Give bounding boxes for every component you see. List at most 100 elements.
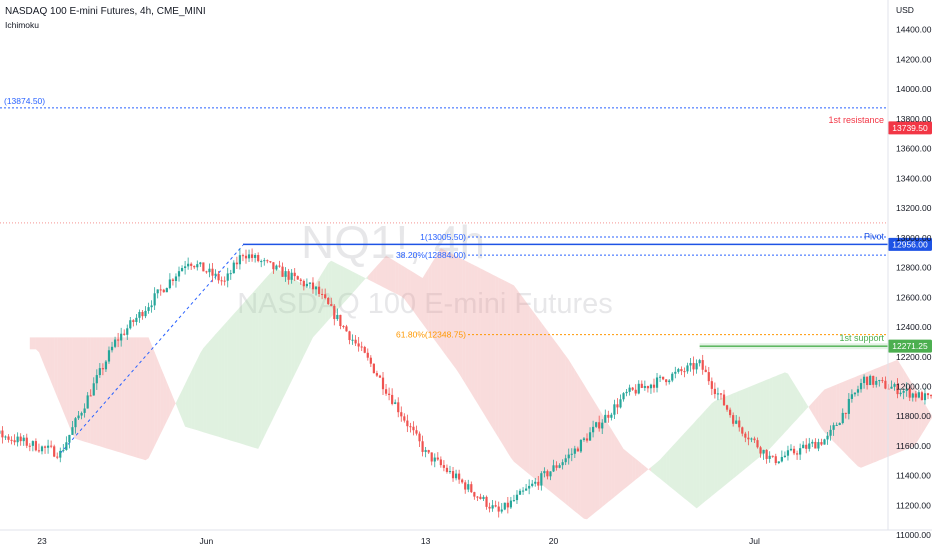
cloud-segment [456, 256, 460, 374]
candle-body [582, 438, 586, 440]
candle-body [7, 436, 10, 440]
cloud-segment [523, 297, 527, 472]
price-axis[interactable]: 11000.00 11200.00 11400.00 11600.00 11800.00… [896, 25, 932, 540]
cloud-segment [739, 389, 743, 474]
cloud-segment [179, 390, 183, 420]
candle-body [747, 437, 750, 440]
candle-body [783, 455, 787, 457]
candle-body [123, 333, 126, 335]
cloud-segment [806, 403, 810, 410]
cloud-segment [313, 282, 316, 338]
candle-body [287, 271, 290, 280]
candle-body [725, 405, 729, 410]
candle-body [43, 446, 47, 448]
cloud-segment [255, 286, 259, 449]
cloud-segment [63, 337, 67, 420]
cloud-segment [784, 372, 788, 433]
cloud-segment [249, 293, 253, 448]
cloud-segment [410, 270, 414, 312]
cloud-segment [236, 307, 240, 444]
cloud-segment [29, 337, 33, 350]
candle-body [601, 422, 604, 429]
indicator-label[interactable]: Ichimoku [5, 20, 39, 30]
candle-body [208, 268, 211, 273]
cloud-segment [766, 378, 770, 452]
cloud-segment [599, 409, 603, 510]
cloud-segment [261, 279, 265, 443]
candle-body [433, 457, 436, 462]
cloud-segment [389, 257, 393, 292]
cloud-segment [879, 365, 883, 461]
chart-title: NASDAQ 100 E-mini Futures, 4h, CME_MINI [5, 6, 206, 17]
candle-body [299, 279, 302, 281]
candle-body [741, 427, 744, 434]
cloud-segment [568, 359, 572, 509]
cloud-segment [644, 466, 648, 473]
cloud-segment [553, 339, 557, 497]
candle-body [25, 437, 28, 446]
candle-body [101, 368, 104, 370]
cloud-segment [309, 287, 313, 344]
level-name: 1st resistance [828, 115, 884, 125]
candle-body [126, 328, 129, 335]
cloud-segment [788, 373, 791, 430]
watermark-symbol: NQ1!, 4h [301, 216, 485, 268]
candle-body [677, 369, 680, 372]
candle-body [555, 465, 558, 468]
cloud-segment [751, 384, 755, 464]
candle-body [579, 439, 583, 452]
time-axis[interactable]: 23Jun1320Jul111825Aug81522Sep [37, 536, 932, 546]
watermark-name: NASDAQ 100 E-mini Futures [237, 288, 613, 320]
cloud-segment [873, 368, 877, 463]
cloud-segment [687, 426, 691, 504]
cloud-segment [66, 337, 70, 427]
price-tick-label: 12200.00 [896, 352, 932, 362]
candle-body [263, 260, 266, 262]
candle-body [357, 343, 360, 347]
candle-body [427, 450, 430, 453]
cloud-segment [477, 266, 481, 409]
cloud-segment [721, 397, 724, 489]
candle-body [829, 429, 832, 436]
candle-body [467, 484, 470, 490]
candle-body [53, 446, 56, 457]
cloud-segment [422, 273, 426, 328]
cloud-segment [233, 310, 237, 443]
candle-body [436, 457, 439, 460]
cloud-segment [650, 464, 654, 474]
price-tick-label: 12000.00 [896, 381, 932, 391]
candle-body [330, 304, 333, 306]
cloud-segment [775, 374, 779, 443]
candle-body [65, 442, 68, 450]
candle-body [92, 383, 95, 396]
candle-body [406, 420, 409, 427]
candle-body [281, 266, 284, 277]
cloud-segment [331, 260, 335, 317]
candle-body [1, 430, 4, 438]
candle-body [260, 261, 263, 263]
candle-body [543, 471, 546, 474]
cloud-segment [921, 399, 925, 435]
candle-body [610, 414, 613, 418]
cloud-segment [608, 424, 612, 502]
candle-body [719, 393, 723, 395]
cloud-segment [498, 277, 502, 443]
cloud-segment [78, 337, 82, 441]
level-price-tag [888, 339, 932, 353]
cloud-segment [51, 337, 55, 390]
candle-body [817, 442, 820, 449]
cloud-segment [672, 443, 676, 491]
candle-body [211, 268, 214, 276]
cloud-segment [267, 273, 271, 431]
candle-body [360, 346, 363, 348]
time-tick-label: 13 [421, 536, 431, 546]
candle-body [482, 496, 485, 499]
cloud-segment [200, 348, 204, 433]
fib-level-label: 1(13005.50) [420, 232, 466, 242]
candle-body [278, 265, 281, 267]
candle-body [926, 393, 930, 396]
candle-body [622, 393, 625, 400]
candle-body [604, 414, 607, 423]
fib-level-label: 38.20%(12884.00) [396, 250, 466, 260]
